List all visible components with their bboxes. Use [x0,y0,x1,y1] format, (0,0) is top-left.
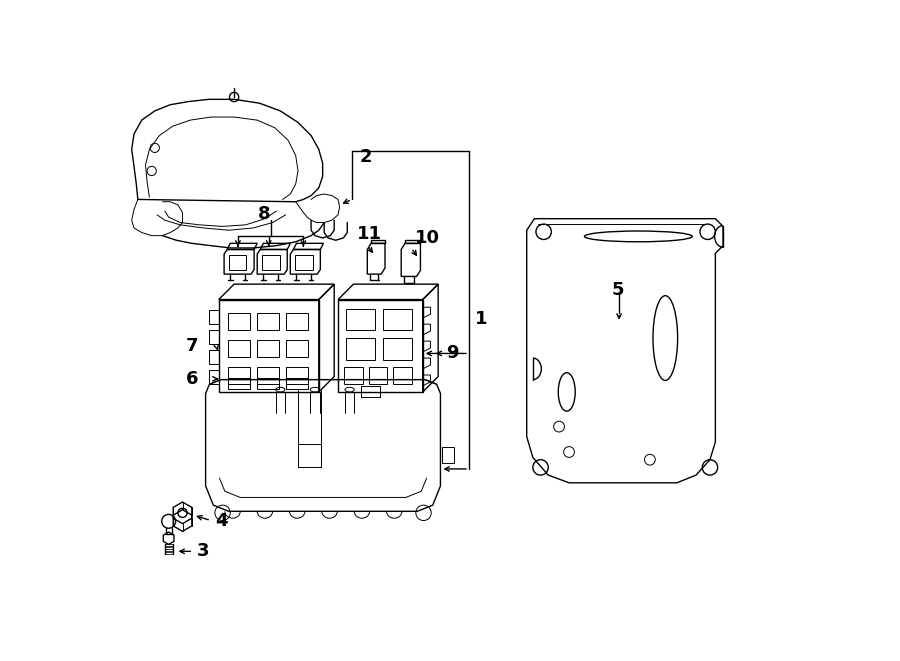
Text: 3: 3 [196,542,209,561]
Text: 6: 6 [185,370,198,388]
Text: 10: 10 [415,229,440,247]
Text: 4: 4 [215,512,228,529]
Text: 5: 5 [611,280,624,299]
Text: 11: 11 [357,225,382,243]
Text: 7: 7 [185,336,198,355]
Text: 8: 8 [258,205,271,223]
Text: 1: 1 [475,310,488,328]
Text: 9: 9 [446,344,458,362]
Text: 2: 2 [360,148,372,166]
